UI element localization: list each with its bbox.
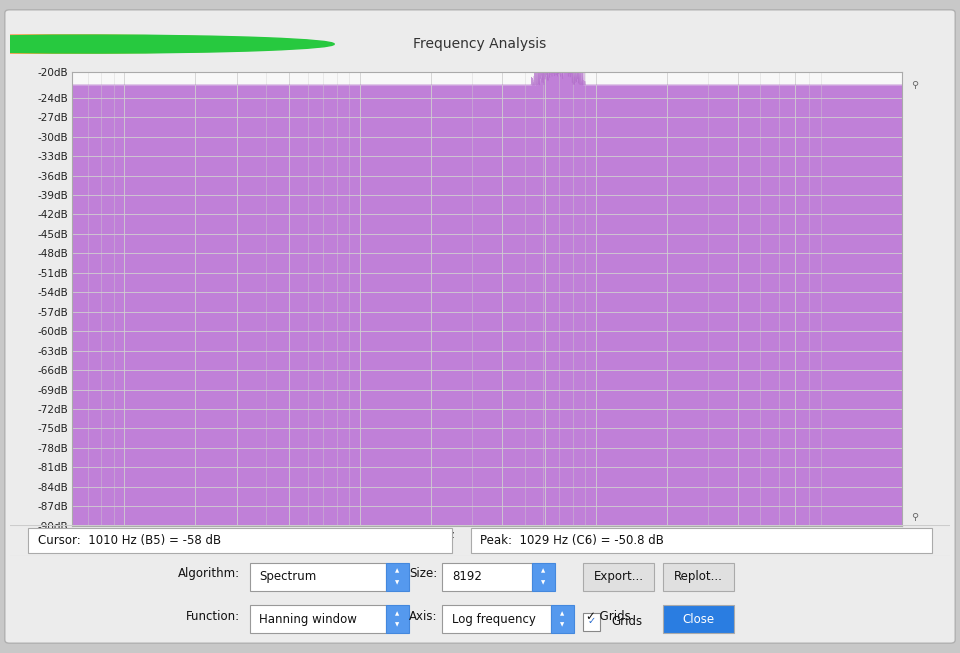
Text: ▼: ▼ bbox=[540, 580, 545, 585]
FancyBboxPatch shape bbox=[386, 605, 410, 633]
FancyBboxPatch shape bbox=[29, 528, 452, 553]
Text: ▼: ▼ bbox=[396, 622, 399, 628]
FancyBboxPatch shape bbox=[250, 563, 386, 591]
Text: ▼: ▼ bbox=[396, 580, 399, 585]
FancyBboxPatch shape bbox=[443, 605, 551, 633]
Text: Frequency Analysis: Frequency Analysis bbox=[414, 37, 546, 51]
FancyBboxPatch shape bbox=[250, 605, 386, 633]
FancyBboxPatch shape bbox=[663, 605, 734, 633]
Text: ⚲: ⚲ bbox=[911, 80, 918, 91]
Text: ✓: ✓ bbox=[588, 616, 596, 626]
Text: Algorithm:: Algorithm: bbox=[178, 567, 240, 581]
Circle shape bbox=[0, 35, 306, 53]
FancyBboxPatch shape bbox=[584, 563, 654, 591]
Text: Log frequency: Log frequency bbox=[452, 613, 536, 626]
Text: Close: Close bbox=[683, 613, 715, 626]
Text: ▲: ▲ bbox=[396, 611, 399, 616]
FancyBboxPatch shape bbox=[551, 605, 574, 633]
FancyBboxPatch shape bbox=[584, 613, 600, 631]
Text: ▲: ▲ bbox=[560, 611, 564, 616]
Text: Grids: Grids bbox=[612, 614, 643, 628]
Text: Size:: Size: bbox=[409, 567, 438, 581]
Text: Function:: Function: bbox=[186, 610, 240, 623]
FancyBboxPatch shape bbox=[532, 563, 555, 591]
Text: ▲: ▲ bbox=[540, 569, 545, 573]
Text: Replot...: Replot... bbox=[674, 570, 723, 583]
Circle shape bbox=[0, 35, 334, 53]
FancyBboxPatch shape bbox=[663, 563, 734, 591]
Text: ▲: ▲ bbox=[396, 569, 399, 573]
Text: Hanning window: Hanning window bbox=[259, 613, 357, 626]
Text: ⚲: ⚲ bbox=[911, 511, 918, 522]
Text: Peak:  1029 Hz (C6) = -50.8 dB: Peak: 1029 Hz (C6) = -50.8 dB bbox=[480, 534, 664, 547]
FancyBboxPatch shape bbox=[470, 528, 931, 553]
Text: Spectrum: Spectrum bbox=[259, 570, 316, 583]
Text: ▼: ▼ bbox=[560, 622, 564, 628]
Text: ✓ Grids: ✓ Grids bbox=[587, 610, 631, 623]
FancyBboxPatch shape bbox=[386, 563, 410, 591]
FancyBboxPatch shape bbox=[443, 563, 532, 591]
Text: Cursor:  1010 Hz (B5) = -58 dB: Cursor: 1010 Hz (B5) = -58 dB bbox=[37, 534, 221, 547]
Text: 8192: 8192 bbox=[452, 570, 482, 583]
Text: Export...: Export... bbox=[594, 570, 644, 583]
Circle shape bbox=[0, 35, 277, 53]
Text: Axis:: Axis: bbox=[409, 610, 438, 623]
